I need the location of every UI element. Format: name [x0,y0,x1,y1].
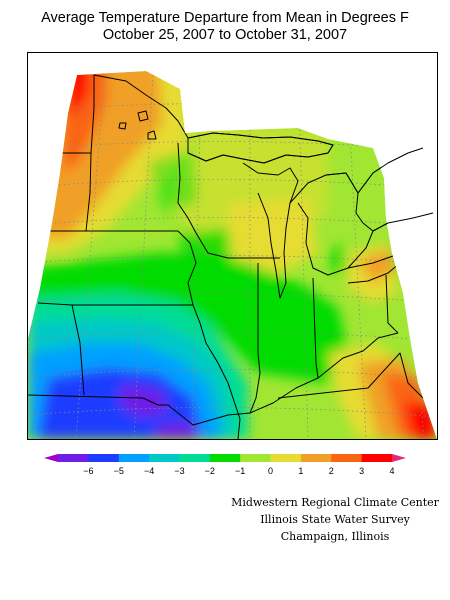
legend-swatch [270,454,302,462]
legend-swatch [118,454,150,462]
credit-agency: Illinois State Water Survey [260,513,410,526]
credit-organization: Midwestern Regional Climate Center [231,496,439,509]
outer-boundaries [187,132,434,232]
legend-swatch [58,454,89,462]
legend-tick-label: −3 [174,466,184,476]
legend-arrow-right [392,454,406,462]
legend-swatch [179,454,211,462]
legend-tick-label: −2 [205,466,215,476]
legend-tick-label: −1 [235,466,245,476]
legend-swatch [331,454,363,462]
legend-swatch [149,454,180,462]
map-date-range: October 25, 2007 to October 31, 2007 [102,27,348,43]
map-title: Average Temperature Departure from Mean … [41,10,409,26]
legend-swatch [300,454,332,462]
legend-tick-label: 3 [359,466,364,476]
legend-swatch [240,454,272,462]
legend-tick-label: −6 [83,466,93,476]
legend-tick-label: 4 [389,466,394,476]
legend-arrow-left [44,454,58,462]
temperature-departure-map [27,52,438,440]
credit-location: Champaign, Illinois [280,530,390,543]
no-data-area [28,53,437,439]
legend-bar: −6−5−4−3−2−1012345 [44,454,406,476]
legend-tick-label: −4 [144,466,154,476]
legend-tick-label: −5 [114,466,124,476]
legend-tick-label: 2 [329,466,334,476]
map-canvas [28,53,437,439]
legend-swatch [361,454,393,462]
legend-tick-label: 0 [268,466,273,476]
color-legend: −6−5−4−3−2−1012345 [40,452,410,482]
legend-swatch [209,454,241,462]
legend-swatch [88,454,120,462]
legend-tick-label: 1 [298,466,303,476]
